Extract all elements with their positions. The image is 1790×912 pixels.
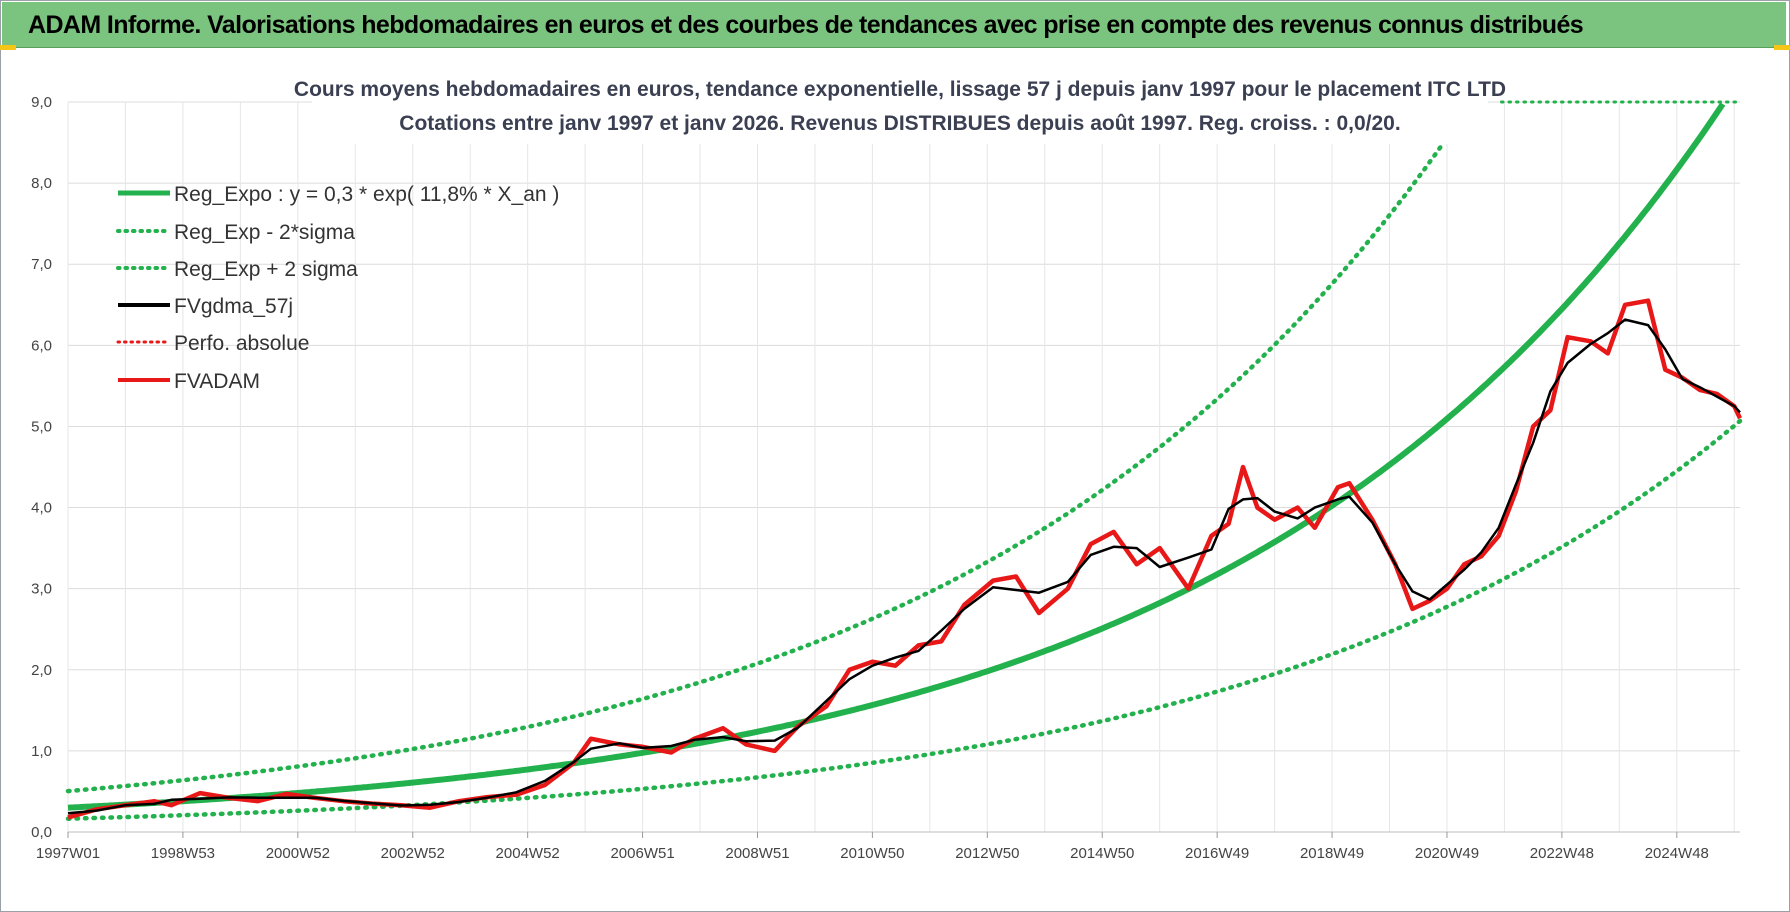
y-tick-label: 5,0 xyxy=(31,418,52,435)
y-tick-label: 7,0 xyxy=(31,256,52,273)
x-tick-label: 2024W48 xyxy=(1645,845,1709,862)
x-tick-label: 2006W51 xyxy=(610,845,674,862)
series-reg-exp-minus-2sigma xyxy=(65,418,1743,821)
chart-curves xyxy=(65,100,1743,821)
x-tick-label: 2010W50 xyxy=(840,845,904,862)
x-tick-label: 2008W51 xyxy=(725,845,789,862)
y-tick-label: 6,0 xyxy=(31,337,52,354)
x-tick-label: 2016W49 xyxy=(1185,845,1249,862)
y-tick-label: 9,0 xyxy=(31,94,52,111)
y-tick-label: 0,0 xyxy=(31,824,52,841)
y-tick-label: 3,0 xyxy=(31,581,52,598)
x-tick-label: 2002W52 xyxy=(381,845,445,862)
chart-title-box xyxy=(312,68,1488,144)
legend-label-reg-minus: Reg_Exp - 2*sigma xyxy=(174,221,355,244)
y-axis-labels: 0,0 1,0 2,0 3,0 4,0 5,0 6,0 7,0 8,0 9,0 xyxy=(31,94,52,841)
y-tick-label: 2,0 xyxy=(31,662,52,679)
corner-marker-left xyxy=(0,45,16,50)
legend-label-reg-expo: Reg_Expo : y = 0,3 * exp( 11,8% * X_an ) xyxy=(174,183,559,206)
x-tick-label: 2014W50 xyxy=(1070,845,1134,862)
series-fvgdma-57j xyxy=(67,318,1741,815)
series-reg-expo xyxy=(67,102,1726,811)
x-tick-label: 2022W48 xyxy=(1530,845,1594,862)
x-tick-label: 1997W01 xyxy=(36,845,100,862)
report-title: ADAM Informe. Valorisations hebdomadaire… xyxy=(28,11,1584,39)
legend-label-perfo: Perfo. absolue xyxy=(174,332,309,355)
x-tick-label: 2004W52 xyxy=(496,845,560,862)
y-tick-label: 8,0 xyxy=(31,175,52,192)
x-tick-label: 2020W49 xyxy=(1415,845,1479,862)
chart-legend: Reg_Expo : y = 0,3 * exp( 11,8% * X_an )… xyxy=(116,183,559,393)
series-reg-exp-plus-2sigma xyxy=(65,102,1473,794)
x-tick-label: 2012W50 xyxy=(955,845,1019,862)
legend-label-fvadam: FVADAM xyxy=(174,370,260,393)
legend-label-fvgdma: FVgdma_57j xyxy=(174,295,293,318)
chart-title-line1: Cours moyens hebdomadaires en euros, ten… xyxy=(294,78,1506,101)
x-axis-labels: 1997W01 1998W53 2000W52 2002W52 2004W52 2006W… xyxy=(36,845,1709,862)
corner-marker-right xyxy=(1774,45,1790,50)
x-tick-label: 1998W53 xyxy=(151,845,215,862)
y-tick-label: 4,0 xyxy=(31,500,52,517)
chart-grid xyxy=(67,101,1740,838)
x-tick-label: 2000W52 xyxy=(266,845,330,862)
y-tick-label: 1,0 xyxy=(31,743,52,760)
x-tick-label: 2018W49 xyxy=(1300,845,1364,862)
report-header: ADAM Informe. Valorisations hebdomadaire… xyxy=(2,2,1786,48)
chart-title-line2: Cotations entre janv 1997 et janv 2026. … xyxy=(399,112,1400,135)
legend-label-reg-plus: Reg_Exp + 2 sigma xyxy=(174,258,358,281)
